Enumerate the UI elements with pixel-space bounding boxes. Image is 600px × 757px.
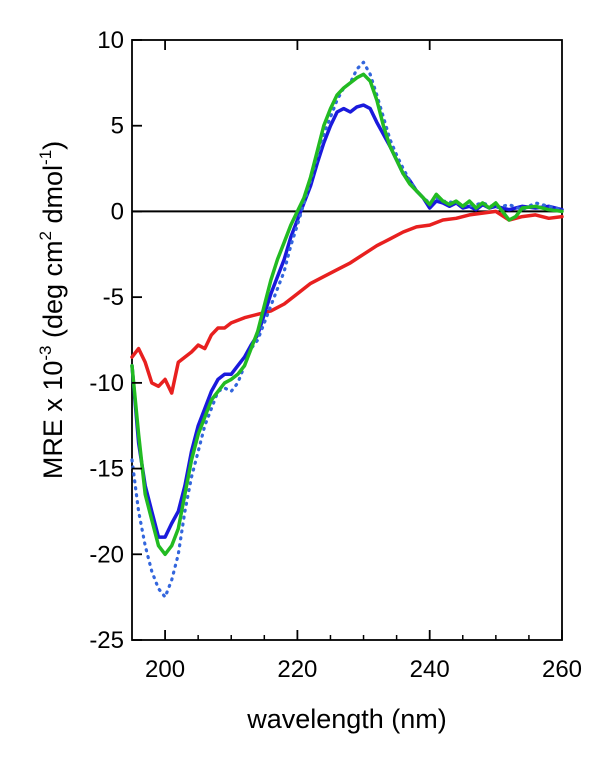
series-line-4 [130, 72, 564, 557]
plot-frame [131, 39, 563, 641]
y-title-open: (deg cm [38, 240, 68, 345]
x-tick-label-260: 260 [542, 656, 582, 683]
y-axis-ticks: 10 5 0 -5 -10 -15 -20 -25 [89, 27, 142, 654]
x-axis-title: wavelength (nm) [246, 704, 447, 734]
y-tick-label--25: -25 [89, 627, 124, 654]
x-tick-label-240: 240 [410, 656, 450, 683]
series-line-2 [130, 103, 564, 539]
y-title-mid: dmol [38, 165, 68, 231]
y-title-main: MRE x 10 [38, 361, 68, 480]
y-title-exp1: -3 [36, 346, 55, 361]
y-tick-label--15: -15 [89, 456, 124, 483]
y-tick-label-10: 10 [97, 27, 124, 54]
x-tick-label-220: 220 [277, 656, 317, 683]
x-tick-label-200: 200 [145, 656, 185, 683]
y-tick-label--20: -20 [89, 541, 124, 568]
y-tick-label-5: 5 [111, 113, 124, 140]
y-title-close: ) [38, 141, 68, 150]
y-title-exp2: 2 [36, 231, 55, 240]
series-line-1 [130, 209, 564, 395]
series-line-3 [130, 60, 564, 599]
x-axis-ticks: 200 220 240 260 [145, 40, 582, 683]
y-title-exp3: -1 [36, 150, 55, 165]
y-tick-label-0: 0 [111, 198, 124, 225]
y-axis-title: MRE x 10-3 (deg cm2 dmol-1) [36, 141, 68, 479]
series-layer [130, 60, 564, 599]
y-tick-label--10: -10 [89, 370, 124, 397]
plot-area-border [131, 39, 563, 641]
y-tick-label--5: -5 [103, 284, 124, 311]
